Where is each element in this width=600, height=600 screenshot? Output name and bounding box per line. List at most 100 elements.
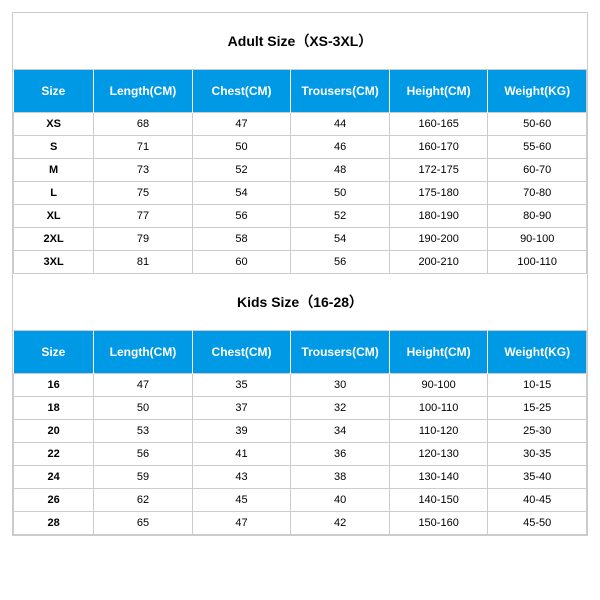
size-cell: 16 — [14, 374, 94, 397]
value-cell: 50 — [94, 397, 193, 420]
value-cell: 46 — [291, 136, 390, 159]
value-cell: 140-150 — [389, 489, 488, 512]
table-row: M735248172-17560-70 — [14, 159, 587, 182]
value-cell: 41 — [192, 443, 291, 466]
value-cell: 56 — [94, 443, 193, 466]
value-cell: 60-70 — [488, 159, 587, 182]
table-row: 2XL795854190-20090-100 — [14, 228, 587, 251]
value-cell: 62 — [94, 489, 193, 512]
value-cell: 30-35 — [488, 443, 587, 466]
col-weight: Weight(KG) — [488, 70, 587, 113]
value-cell: 77 — [94, 205, 193, 228]
size-cell: XL — [14, 205, 94, 228]
size-cell: 18 — [14, 397, 94, 420]
table-row: 18503732100-11015-25 — [14, 397, 587, 420]
value-cell: 75 — [94, 182, 193, 205]
value-cell: 56 — [291, 251, 390, 274]
value-cell: 37 — [192, 397, 291, 420]
size-cell: 26 — [14, 489, 94, 512]
col-height: Height(CM) — [389, 331, 488, 374]
value-cell: 200-210 — [389, 251, 488, 274]
col-trousers: Trousers(CM) — [291, 70, 390, 113]
col-height: Height(CM) — [389, 70, 488, 113]
value-cell: 68 — [94, 113, 193, 136]
table-row: 28654742150-16045-50 — [14, 512, 587, 535]
value-cell: 56 — [192, 205, 291, 228]
size-cell: M — [14, 159, 94, 182]
value-cell: 32 — [291, 397, 390, 420]
value-cell: 25-30 — [488, 420, 587, 443]
value-cell: 45-50 — [488, 512, 587, 535]
col-size: Size — [14, 331, 94, 374]
value-cell: 30 — [291, 374, 390, 397]
col-trousers: Trousers(CM) — [291, 331, 390, 374]
table-row: XL775652180-19080-90 — [14, 205, 587, 228]
kids-body: 1647353090-10010-1518503732100-11015-252… — [14, 374, 587, 535]
value-cell: 65 — [94, 512, 193, 535]
col-length: Length(CM) — [94, 331, 193, 374]
value-cell: 100-110 — [389, 397, 488, 420]
value-cell: 160-170 — [389, 136, 488, 159]
value-cell: 10-15 — [488, 374, 587, 397]
table-row: 22564136120-13030-35 — [14, 443, 587, 466]
value-cell: 180-190 — [389, 205, 488, 228]
table-row: 24594338130-14035-40 — [14, 466, 587, 489]
value-cell: 73 — [94, 159, 193, 182]
value-cell: 50 — [291, 182, 390, 205]
value-cell: 58 — [192, 228, 291, 251]
size-cell: 20 — [14, 420, 94, 443]
value-cell: 71 — [94, 136, 193, 159]
size-cell: 3XL — [14, 251, 94, 274]
value-cell: 55-60 — [488, 136, 587, 159]
value-cell: 52 — [291, 205, 390, 228]
table-row: S715046160-17055-60 — [14, 136, 587, 159]
value-cell: 50-60 — [488, 113, 587, 136]
value-cell: 120-130 — [389, 443, 488, 466]
value-cell: 90-100 — [389, 374, 488, 397]
value-cell: 60 — [192, 251, 291, 274]
value-cell: 45 — [192, 489, 291, 512]
table-row: L755450175-18070-80 — [14, 182, 587, 205]
value-cell: 59 — [94, 466, 193, 489]
kids-title: Kids Size（16-28） — [13, 274, 587, 331]
value-cell: 47 — [94, 374, 193, 397]
value-cell: 160-165 — [389, 113, 488, 136]
value-cell: 54 — [291, 228, 390, 251]
value-cell: 70-80 — [488, 182, 587, 205]
value-cell: 36 — [291, 443, 390, 466]
adult-header-row: Size Length(CM) Chest(CM) Trousers(CM) H… — [14, 70, 587, 113]
value-cell: 80-90 — [488, 205, 587, 228]
size-cell: 28 — [14, 512, 94, 535]
value-cell: 54 — [192, 182, 291, 205]
value-cell: 110-120 — [389, 420, 488, 443]
value-cell: 38 — [291, 466, 390, 489]
value-cell: 79 — [94, 228, 193, 251]
adult-body: XS684744160-16550-60S715046160-17055-60M… — [14, 113, 587, 274]
size-cell: 2XL — [14, 228, 94, 251]
value-cell: 44 — [291, 113, 390, 136]
value-cell: 35 — [192, 374, 291, 397]
table-row: 1647353090-10010-15 — [14, 374, 587, 397]
value-cell: 47 — [192, 113, 291, 136]
table-row: XS684744160-16550-60 — [14, 113, 587, 136]
adult-title: Adult Size（XS-3XL） — [13, 13, 587, 70]
value-cell: 48 — [291, 159, 390, 182]
value-cell: 190-200 — [389, 228, 488, 251]
value-cell: 15-25 — [488, 397, 587, 420]
value-cell: 40-45 — [488, 489, 587, 512]
size-cell: XS — [14, 113, 94, 136]
col-size: Size — [14, 70, 94, 113]
value-cell: 81 — [94, 251, 193, 274]
size-cell: 24 — [14, 466, 94, 489]
kids-header-row: Size Length(CM) Chest(CM) Trousers(CM) H… — [14, 331, 587, 374]
value-cell: 175-180 — [389, 182, 488, 205]
col-weight: Weight(KG) — [488, 331, 587, 374]
value-cell: 130-140 — [389, 466, 488, 489]
value-cell: 35-40 — [488, 466, 587, 489]
value-cell: 172-175 — [389, 159, 488, 182]
kids-size-table: Size Length(CM) Chest(CM) Trousers(CM) H… — [13, 331, 587, 535]
adult-size-table: Size Length(CM) Chest(CM) Trousers(CM) H… — [13, 70, 587, 274]
col-chest: Chest(CM) — [192, 331, 291, 374]
size-cell: L — [14, 182, 94, 205]
value-cell: 43 — [192, 466, 291, 489]
